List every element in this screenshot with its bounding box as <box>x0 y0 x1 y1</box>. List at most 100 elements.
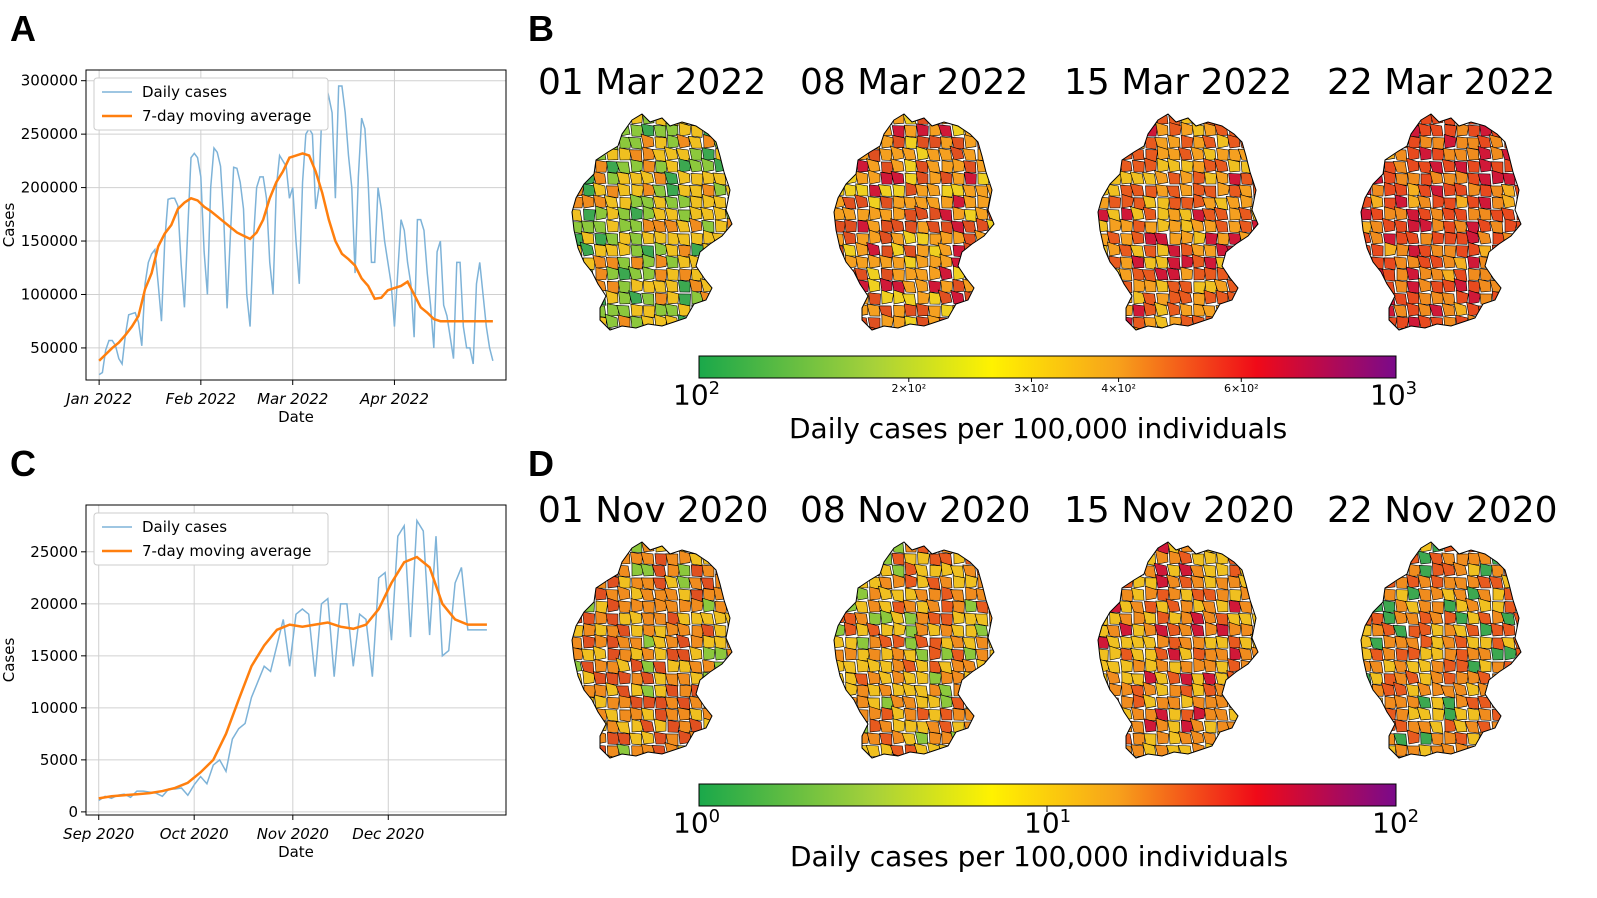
b-district <box>938 147 953 161</box>
d-district <box>1361 551 1374 565</box>
b-district <box>1239 303 1253 317</box>
b-district <box>1404 230 1420 245</box>
d-district <box>712 731 727 745</box>
d-district <box>1479 636 1493 650</box>
d-district <box>700 577 715 591</box>
b-district <box>952 114 966 125</box>
b-district <box>1253 278 1258 293</box>
b-district <box>915 160 929 173</box>
d-district <box>1203 575 1217 589</box>
b-district <box>989 157 994 173</box>
d-district <box>878 719 893 733</box>
d-district <box>1205 621 1218 637</box>
b-district <box>617 266 631 281</box>
d-district <box>667 719 681 733</box>
d-district <box>1191 757 1205 758</box>
d-district <box>582 670 595 685</box>
d-district <box>690 634 704 649</box>
d-district <box>1382 574 1396 589</box>
d-district <box>676 612 691 626</box>
d-district <box>726 648 732 662</box>
d-district <box>1432 562 1445 577</box>
d-district <box>606 635 620 649</box>
d-district <box>1109 682 1122 697</box>
d-district <box>927 611 941 625</box>
d-district <box>1098 587 1109 601</box>
d-district <box>952 707 966 721</box>
d-district <box>1514 576 1521 590</box>
d-district <box>915 611 929 625</box>
d-district <box>1369 719 1384 733</box>
b-district <box>1215 314 1229 329</box>
b-district <box>841 206 857 221</box>
b-district <box>701 183 715 197</box>
d-district <box>583 574 596 589</box>
d-district <box>868 542 882 553</box>
b-district <box>1392 114 1408 125</box>
b-district <box>1417 244 1432 258</box>
b-district <box>1132 219 1146 233</box>
b-district <box>1464 327 1480 330</box>
b-district <box>1371 279 1384 293</box>
d-district <box>663 587 679 601</box>
d-district <box>1166 564 1181 577</box>
b-district <box>938 208 953 222</box>
d-district <box>1252 705 1258 721</box>
b-district <box>1107 277 1121 293</box>
b-district <box>1098 316 1111 329</box>
d-district <box>1191 682 1205 697</box>
b-district <box>1203 266 1217 281</box>
b-district <box>592 182 607 197</box>
d-district <box>1154 623 1169 637</box>
b-district <box>989 233 994 246</box>
b-district <box>963 160 977 173</box>
d-district <box>834 693 845 709</box>
b-district <box>976 134 989 149</box>
d-district <box>677 563 691 577</box>
b-district <box>700 278 715 293</box>
b-district <box>1441 302 1456 317</box>
b-district <box>1502 266 1516 281</box>
d-district <box>1229 646 1243 661</box>
d-district <box>1214 672 1229 685</box>
b-district <box>1467 172 1481 186</box>
b-district <box>1515 134 1521 149</box>
d-district <box>677 588 691 602</box>
d-district <box>1428 552 1444 565</box>
b-district <box>905 182 919 197</box>
d-district <box>1130 635 1145 649</box>
d-district <box>702 671 716 685</box>
chart-c-plot-frame <box>85 504 507 816</box>
b-district <box>630 278 644 293</box>
d-district <box>1192 647 1206 661</box>
b-district <box>1394 279 1408 293</box>
b-district <box>1098 134 1109 149</box>
d-map-4 <box>1360 541 1522 759</box>
b-district <box>1501 193 1516 209</box>
d-district <box>619 757 633 758</box>
b-district <box>1407 172 1420 185</box>
b-district <box>572 292 583 305</box>
b-map-3 <box>1097 113 1259 331</box>
b-district <box>689 195 703 209</box>
b-district <box>615 114 631 125</box>
b-district <box>927 328 941 330</box>
d-district <box>1417 550 1432 565</box>
d-district <box>962 564 977 578</box>
d-district <box>1361 634 1373 649</box>
d-district <box>1215 660 1229 674</box>
colorbar-b: 2×10² 3×10² 4×10² 6×10² <box>698 355 1397 395</box>
d-district <box>975 732 989 745</box>
b-district <box>1098 329 1109 330</box>
b-district <box>1502 290 1516 305</box>
b-district <box>572 122 585 137</box>
d-district <box>701 743 715 757</box>
d-district <box>1155 717 1169 733</box>
d-district <box>855 563 869 577</box>
d-district <box>1454 731 1468 745</box>
colorbar-d-mid-label: 101 <box>1024 806 1072 840</box>
b-district <box>1452 257 1468 270</box>
d-district <box>1489 753 1504 758</box>
b-district <box>713 329 727 330</box>
d-district <box>1417 721 1432 734</box>
